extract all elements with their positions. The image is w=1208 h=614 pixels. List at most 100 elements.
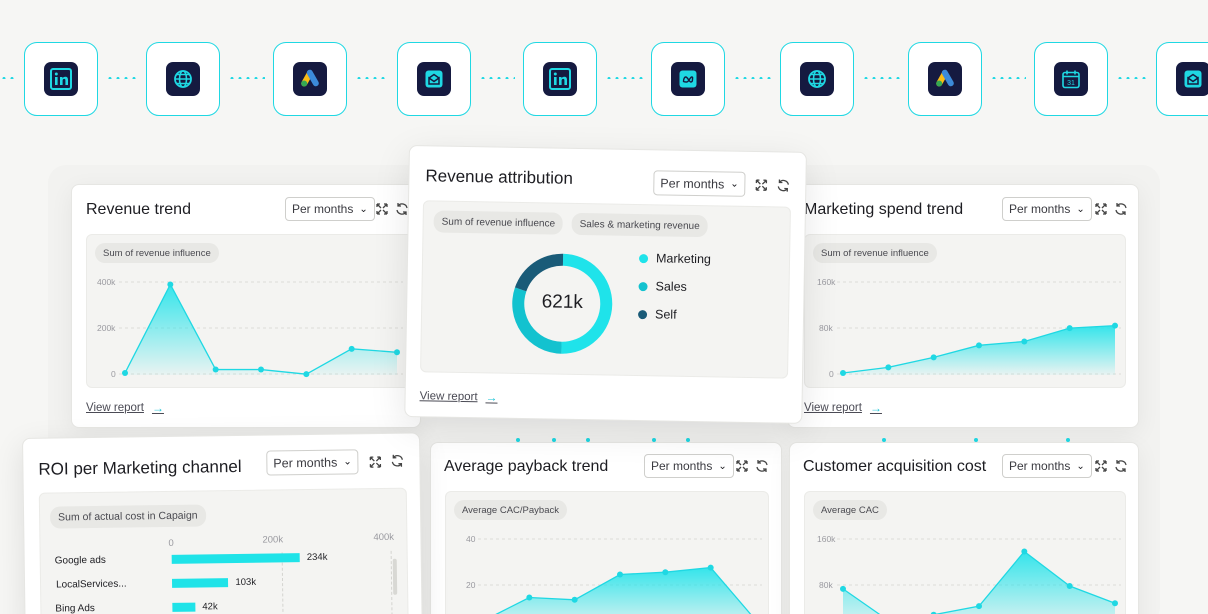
refresh-icon[interactable] bbox=[1113, 458, 1129, 474]
globe-icon bbox=[800, 62, 834, 96]
donut-slice bbox=[514, 253, 564, 292]
area-fill bbox=[496, 567, 751, 614]
connector-line bbox=[862, 77, 900, 79]
period-select[interactable]: Per months ⌄ bbox=[1002, 197, 1092, 221]
y-tick: 20 bbox=[466, 580, 476, 590]
bar-category-label: LocalServices... bbox=[55, 578, 127, 591]
integration-tile[interactable] bbox=[273, 42, 347, 116]
view-report-link[interactable]: View report → bbox=[86, 401, 164, 415]
x-tick: 400k bbox=[373, 531, 395, 544]
period-select[interactable]: Per months ⌄ bbox=[266, 449, 359, 476]
metric-chip: Average CAC bbox=[813, 500, 887, 520]
legend-swatch bbox=[638, 281, 648, 291]
metric-chip: Sum of revenue influence bbox=[813, 243, 937, 263]
integration-tile[interactable] bbox=[651, 42, 725, 116]
data-point bbox=[1066, 583, 1073, 589]
expand-icon[interactable] bbox=[367, 454, 383, 470]
legend-item: Marketing bbox=[638, 251, 712, 267]
data-point bbox=[617, 571, 623, 578]
y-tick: 40 bbox=[466, 534, 476, 544]
payback-chart bbox=[478, 538, 762, 614]
legend-label: Sales bbox=[655, 279, 687, 294]
refresh-icon[interactable] bbox=[394, 201, 410, 217]
card-title: Customer acquisition cost bbox=[803, 458, 987, 475]
scrollbar[interactable] bbox=[392, 558, 398, 595]
linkedin-icon bbox=[44, 62, 78, 96]
x-tick: 0 bbox=[168, 537, 174, 549]
legend-label: Marketing bbox=[655, 251, 712, 267]
period-select[interactable]: Per months ⌄ bbox=[285, 197, 375, 221]
chart-panel: Average CAC/Payback 40 20 bbox=[445, 491, 769, 614]
chevron-down-icon: ⌄ bbox=[730, 178, 739, 190]
view-report-label: View report bbox=[86, 402, 144, 414]
dot-marker bbox=[586, 438, 590, 442]
refresh-icon[interactable] bbox=[775, 177, 791, 193]
period-select[interactable]: Per months ⌄ bbox=[1002, 454, 1092, 478]
dot-marker bbox=[652, 438, 656, 442]
connector-line bbox=[1116, 77, 1148, 79]
data-point bbox=[394, 349, 400, 356]
metric-chip: Sum of revenue influence bbox=[433, 210, 564, 235]
meta-icon bbox=[671, 62, 705, 96]
integration-tile[interactable]: 31 bbox=[1034, 42, 1108, 116]
calendar-icon: 31 bbox=[1054, 62, 1088, 96]
integration-tile[interactable] bbox=[908, 42, 982, 116]
legend-label: Self bbox=[654, 307, 677, 322]
expand-icon[interactable] bbox=[374, 201, 390, 217]
data-point bbox=[571, 596, 578, 603]
payback-trend-card: Average payback trend Per months ⌄ Avera… bbox=[430, 442, 782, 614]
data-point bbox=[976, 603, 982, 610]
donut-legend: Marketing Sales Self bbox=[424, 201, 790, 322]
data-point bbox=[885, 364, 892, 371]
dot-marker bbox=[882, 438, 886, 442]
chart-panel: Sum of revenue influence Sales & marketi… bbox=[420, 200, 791, 379]
integration-tile[interactable] bbox=[523, 42, 597, 116]
chevron-down-icon: ⌄ bbox=[359, 203, 368, 215]
roi-card: ROI per Marketing channel Per months ⌄ S… bbox=[22, 432, 423, 614]
period-select[interactable]: Per months ⌄ bbox=[644, 454, 734, 478]
cac-chart bbox=[837, 538, 1121, 614]
donut-slice bbox=[561, 253, 613, 354]
card-title: Average payback trend bbox=[444, 458, 609, 475]
legend-swatch bbox=[638, 253, 649, 263]
revenue-trend-card: Revenue trend Per months ⌄ Sum of revenu… bbox=[71, 184, 426, 428]
view-report-label: View report bbox=[419, 390, 478, 404]
refresh-icon[interactable] bbox=[1113, 201, 1129, 217]
marketing-spend-card: Marketing spend trend Per months ⌄ Sum o… bbox=[787, 184, 1139, 428]
refresh-icon[interactable] bbox=[754, 458, 770, 474]
connector-line bbox=[0, 77, 16, 79]
integration-tile[interactable] bbox=[397, 42, 471, 116]
roi-bar-chart: Google ads 234k LocalServices... 103k Bing A… bbox=[40, 489, 406, 614]
expand-icon[interactable] bbox=[734, 458, 750, 474]
integration-tile[interactable] bbox=[780, 42, 854, 116]
integration-tile[interactable] bbox=[146, 42, 220, 116]
data-point bbox=[1021, 338, 1028, 345]
period-select[interactable]: Per months ⌄ bbox=[653, 170, 746, 197]
data-point bbox=[662, 569, 669, 576]
expand-icon[interactable] bbox=[1093, 201, 1109, 217]
period-select-value: Per months bbox=[1009, 459, 1071, 473]
connector-line bbox=[106, 77, 138, 79]
integration-tile[interactable] bbox=[1156, 42, 1208, 116]
bar bbox=[171, 553, 300, 564]
chart-panel: Sum of revenue influence 400k 200k 0 bbox=[86, 234, 426, 388]
integration-tile[interactable] bbox=[24, 42, 98, 116]
view-report-label: View report bbox=[804, 402, 862, 414]
svg-text:31: 31 bbox=[1067, 80, 1075, 87]
dot-marker bbox=[686, 438, 690, 442]
globe-icon bbox=[166, 62, 200, 96]
view-report-link[interactable]: View report → bbox=[804, 401, 882, 415]
expand-icon[interactable] bbox=[753, 177, 769, 193]
y-tick: 400k bbox=[97, 277, 116, 287]
period-select-value: Per months bbox=[651, 459, 713, 473]
card-title: Marketing spend trend bbox=[804, 201, 964, 218]
refresh-icon[interactable] bbox=[389, 453, 405, 469]
y-tick: 80k bbox=[819, 323, 833, 333]
expand-icon[interactable] bbox=[1093, 458, 1109, 474]
period-select-value: Per months bbox=[1009, 202, 1071, 216]
legend-swatch bbox=[638, 309, 648, 319]
data-point bbox=[930, 611, 937, 614]
google-ads-icon bbox=[293, 62, 327, 96]
view-report-link[interactable]: View report → bbox=[419, 389, 498, 404]
donut-center-value: 621k bbox=[541, 291, 584, 314]
